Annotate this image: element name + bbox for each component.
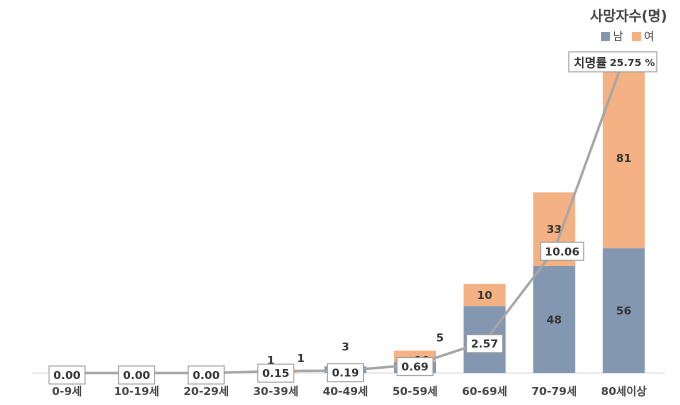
line-label-box	[568, 51, 658, 73]
legend-label-female: 여	[644, 30, 655, 43]
line-label-box	[466, 334, 504, 354]
bar-label-female: 81	[616, 152, 631, 165]
line-label: 0.00	[53, 369, 80, 382]
line-label: 0.69	[401, 361, 428, 374]
legend-label-male: 남	[613, 30, 624, 43]
line-label: 0.00	[123, 369, 150, 382]
bar-label-female: 1	[297, 352, 305, 365]
line-label-prefix: 치명률	[574, 55, 607, 70]
legend-title: 사망자수(명)	[590, 9, 668, 25]
bar-female	[463, 283, 506, 307]
line-label-box	[48, 365, 86, 385]
x-tick-label: 80세이상	[601, 384, 647, 398]
legend-item-male: 남	[601, 28, 623, 44]
line-label: 10.06	[545, 245, 580, 258]
line-label-box	[118, 365, 156, 385]
legend-swatch-male	[601, 31, 610, 41]
line-label: 0.19	[332, 367, 359, 380]
x-tick-label: 60-69세	[462, 384, 507, 398]
x-tick-label: 30-39세	[253, 384, 298, 398]
x-tick-label: 70-79세	[532, 384, 577, 398]
x-tick-label: 50-59세	[392, 384, 437, 398]
bar-male	[533, 265, 576, 373]
bar-label-female: 5	[436, 332, 444, 345]
bar-label-extra: 1	[267, 354, 275, 367]
line-label-box	[540, 241, 585, 261]
x-tick-label: 40-49세	[323, 384, 368, 398]
bar-label-female: 10	[477, 289, 493, 302]
line-label-box	[187, 365, 225, 385]
line-label: 25.75 %	[610, 58, 655, 69]
line-label-box	[396, 357, 434, 377]
line-label: 0.00	[193, 369, 220, 382]
line-label: 2.57	[471, 338, 498, 351]
bar-male	[602, 248, 645, 373]
legend-swatch-female	[632, 31, 641, 41]
legend-item-female: 여	[632, 28, 654, 44]
bar-label-male: 56	[616, 305, 632, 318]
bar-female	[394, 350, 436, 362]
line-label-box	[257, 363, 295, 383]
x-tick-label: 10-19세	[114, 384, 159, 398]
x-tick-label: 20-29세	[184, 384, 229, 398]
bar-label-male: 3	[342, 340, 350, 353]
line-label-box	[326, 363, 364, 383]
bar-label-male: 48	[547, 313, 562, 326]
line-label: 0.15	[262, 367, 289, 380]
bar-label-female: 33	[547, 223, 562, 236]
x-tick-label: 0-9세	[52, 384, 82, 398]
